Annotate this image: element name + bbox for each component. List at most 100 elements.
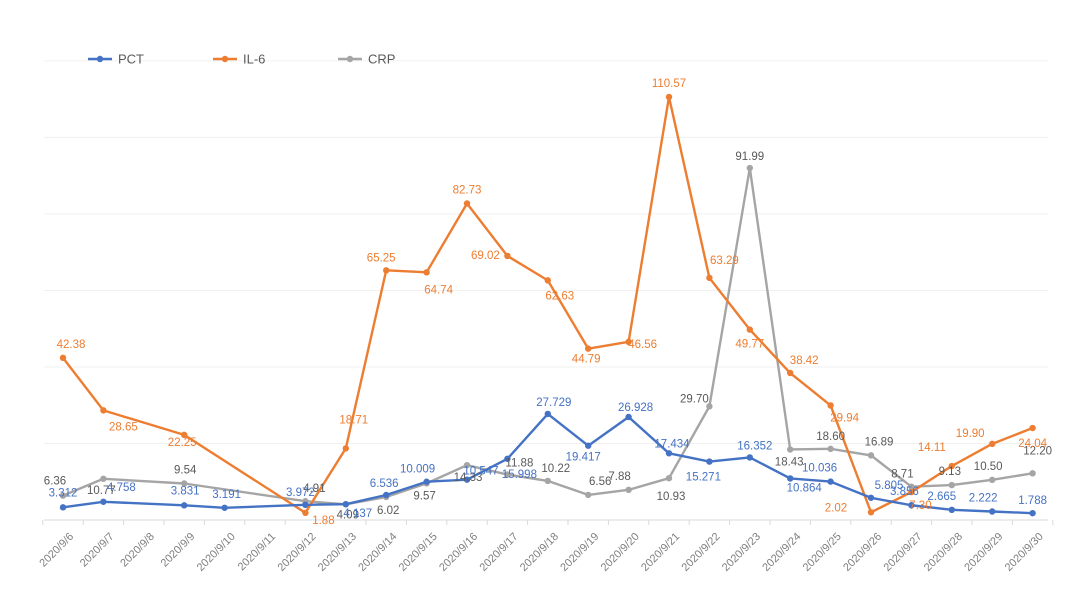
data-point-pct (504, 455, 511, 462)
x-tick-label: 2020/9/13 (316, 531, 359, 574)
data-label-il-6: 64.74 (424, 284, 453, 296)
data-label-pct: 10.009 (400, 464, 435, 476)
x-tick-label: 2020/9/6 (37, 531, 76, 570)
x-tick-label: 2020/9/12 (276, 531, 319, 574)
x-tick-label: 2020/9/10 (195, 531, 238, 574)
data-label-pct: 4.137 (343, 508, 372, 520)
legend-item-il-6: IL-6 (213, 52, 265, 67)
legend-item-pct: PCT (88, 52, 144, 67)
data-point-crp (59, 492, 67, 499)
data-label-pct: 10.864 (787, 482, 823, 494)
data-label-pct: 15.998 (502, 469, 537, 481)
data-label-il-6: 14.11 (918, 442, 946, 454)
x-tick-label: 2020/9/30 (1003, 531, 1046, 574)
data-point-crp (827, 445, 834, 453)
data-point-il-6 (544, 277, 551, 284)
data-label-crp: 6.56 (589, 476, 611, 488)
x-tick-label: 2020/9/22 (680, 531, 723, 574)
data-label-crp: 11.88 (505, 458, 533, 470)
x-tick-label: 2020/9/14 (356, 531, 399, 574)
data-point-il-6 (383, 267, 390, 274)
data-point-crp (948, 481, 955, 489)
data-label-pct: 3.856 (890, 486, 919, 498)
x-tick-label: 2020/9/25 (801, 531, 844, 574)
data-point-pct (463, 476, 471, 483)
data-label-pct: 3.312 (49, 487, 78, 499)
data-point-pct (302, 501, 309, 509)
x-axis: 2020/9/6 2020/9/7 2020/9/8 2020/9/92020/9/1… (37, 520, 1054, 574)
data-label-il-6: 24.04 (1018, 438, 1047, 450)
data-point-pct (544, 410, 551, 418)
x-tick-label: 2020/9/17 (478, 531, 521, 574)
x-tick-label: 2020/9/7 (78, 531, 117, 570)
data-point-pct (585, 442, 592, 449)
data-label-crp: 16.89 (865, 436, 894, 448)
data-labels-il-6: 42.38 28.65 22.25 1.88 18.71 65.25 64.74 82.73 6… (57, 78, 1048, 527)
data-label-pct: 17.434 (654, 438, 690, 450)
data-point-il-6 (181, 431, 188, 439)
data-point-crp (504, 471, 511, 478)
data-point-il-6 (59, 354, 67, 362)
data-point-crp (463, 461, 471, 469)
series-crp (59, 164, 1036, 508)
data-label-crp: 91.99 (735, 151, 764, 163)
data-label-crp: 10.50 (974, 461, 1003, 473)
data-label-il-6: 19.90 (956, 428, 985, 440)
data-label-il-6: 82.73 (453, 184, 482, 196)
data-label-il-6: 62.63 (545, 290, 574, 302)
data-label-il-6: 22.25 (168, 437, 197, 449)
data-point-pct (342, 500, 349, 508)
data-label-il-6: 28.65 (109, 421, 138, 433)
data-label-crp: 14.33 (454, 472, 483, 484)
data-point-crp (746, 164, 753, 172)
data-point-crp (585, 491, 592, 499)
x-tick-label: 2020/9/18 (518, 531, 561, 574)
data-point-crp (665, 474, 673, 482)
data-point-pct (100, 498, 107, 505)
legend: PCT IL-6 CRP (88, 52, 395, 67)
legend-label: PCT (118, 52, 144, 67)
data-label-crp: 10.77 (87, 485, 116, 497)
legend-swatch-marker (346, 55, 354, 63)
data-point-il-6 (302, 509, 309, 517)
data-point-il-6 (625, 338, 632, 346)
data-point-il-6 (585, 345, 592, 352)
data-label-il-6: 29.94 (830, 412, 859, 424)
data-label-crp: 18.60 (816, 431, 845, 443)
data-label-crp: 6.02 (377, 505, 399, 517)
x-tick-label: 2020/9/15 (397, 531, 440, 574)
data-label-crp: 10.93 (657, 491, 686, 503)
x-tick-label: 2020/9/11 (236, 531, 279, 574)
data-point-crp (181, 480, 188, 487)
data-point-il-6 (706, 274, 713, 282)
data-point-pct (423, 478, 430, 485)
data-label-pct: 4.758 (107, 482, 136, 494)
data-label-il-6: 7.30 (909, 500, 931, 512)
data-point-crp (787, 446, 794, 453)
data-point-crp (989, 476, 996, 484)
data-label-crp: 9.13 (939, 466, 961, 478)
x-tick-label: 2020/9/28 (922, 531, 965, 574)
data-point-il-6 (342, 445, 349, 452)
data-point-crp (908, 483, 915, 490)
data-label-il-6: 110.57 (652, 78, 686, 90)
legend-swatch-marker (96, 55, 104, 63)
data-point-il-6 (423, 269, 430, 276)
data-label-crp: 6.36 (44, 476, 66, 488)
data-label-crp: 7.88 (608, 471, 630, 483)
x-tick-label: 2020/9/26 (841, 531, 884, 574)
data-label-il-6: 46.56 (628, 339, 657, 351)
data-point-pct (181, 502, 188, 509)
data-label-pct: 3.831 (171, 485, 200, 497)
data-point-pct (787, 475, 794, 482)
data-label-pct: 27.729 (536, 397, 571, 409)
data-label-il-6: 38.42 (790, 355, 819, 367)
data-label-crp: 4.09 (337, 509, 359, 521)
data-point-il-6 (948, 462, 955, 470)
data-label-il-6: 42.38 (57, 339, 86, 351)
data-point-crp (100, 475, 107, 482)
gridlines (44, 60, 1048, 521)
